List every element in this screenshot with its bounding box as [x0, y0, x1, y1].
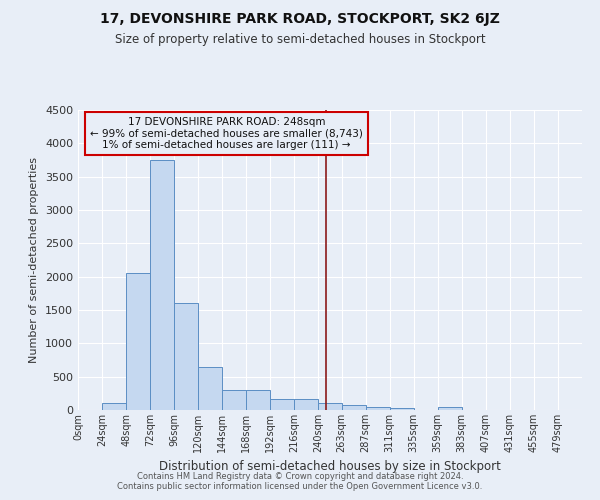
- Bar: [365, 406, 389, 410]
- Text: 17, DEVONSHIRE PARK ROAD, STOCKPORT, SK2 6JZ: 17, DEVONSHIRE PARK ROAD, STOCKPORT, SK2…: [100, 12, 500, 26]
- Bar: [126, 274, 150, 410]
- Bar: [102, 404, 126, 410]
- Text: Size of property relative to semi-detached houses in Stockport: Size of property relative to semi-detach…: [115, 32, 485, 46]
- Bar: [271, 400, 295, 410]
- Bar: [341, 406, 365, 410]
- Text: Contains HM Land Registry data © Crown copyright and database right 2024.: Contains HM Land Registry data © Crown c…: [137, 472, 463, 481]
- Text: 17 DEVONSHIRE PARK ROAD: 248sqm
← 99% of semi-detached houses are smaller (8,743: 17 DEVONSHIRE PARK ROAD: 248sqm ← 99% of…: [90, 116, 363, 150]
- Bar: [389, 408, 413, 410]
- Text: Contains public sector information licensed under the Open Government Licence v3: Contains public sector information licen…: [118, 482, 482, 491]
- Bar: [438, 406, 462, 410]
- Bar: [319, 404, 341, 410]
- Bar: [174, 304, 198, 410]
- Bar: [198, 368, 222, 410]
- Bar: [247, 390, 271, 410]
- Bar: [150, 160, 174, 410]
- X-axis label: Distribution of semi-detached houses by size in Stockport: Distribution of semi-detached houses by …: [159, 460, 501, 473]
- Bar: [222, 390, 247, 410]
- Bar: [295, 400, 319, 410]
- Y-axis label: Number of semi-detached properties: Number of semi-detached properties: [29, 157, 40, 363]
